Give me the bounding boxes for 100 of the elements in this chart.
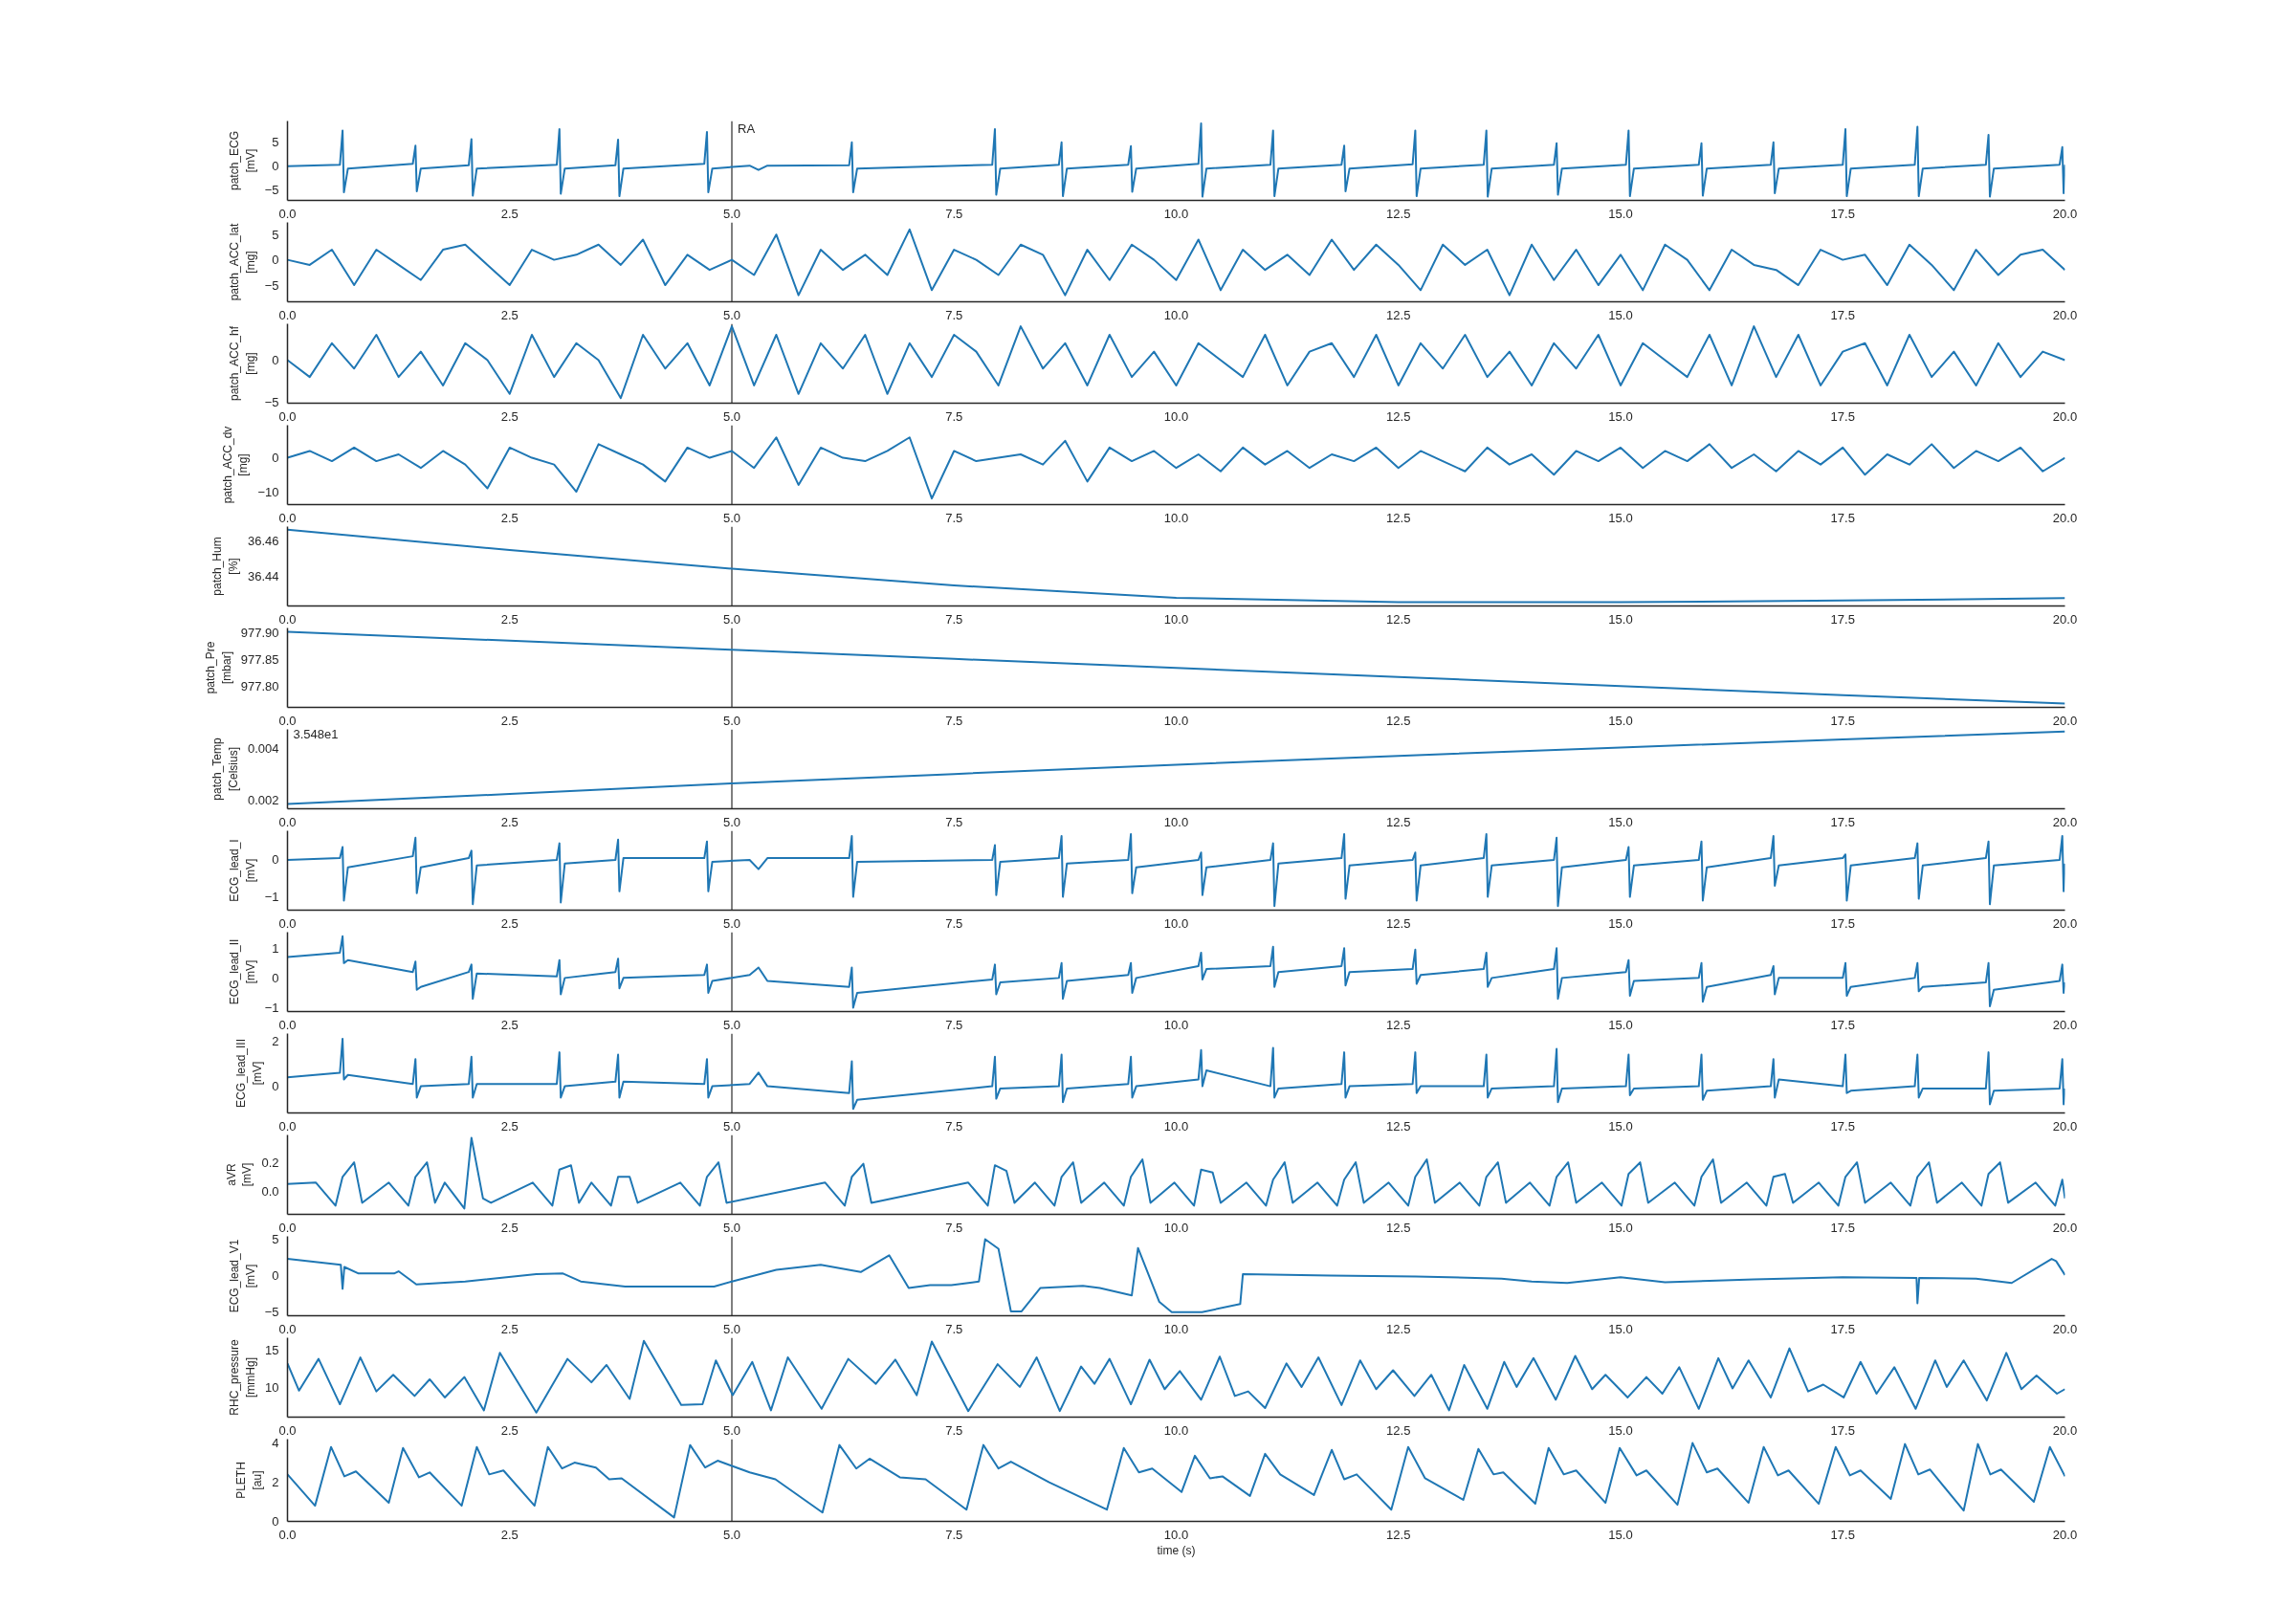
x-tick-label: 15.0 <box>1608 611 1633 627</box>
x-tick-label: 15.0 <box>1608 713 1633 728</box>
y-tick-label: 5 <box>272 1232 279 1247</box>
x-tick-label: 7.5 <box>945 1118 963 1134</box>
y-tick-label: −5 <box>264 277 279 293</box>
annotation: 3.548e1 <box>293 726 339 741</box>
x-tick-label: 10.0 <box>1163 1321 1189 1336</box>
x-tick-label: 20.0 <box>2052 307 2078 322</box>
x-tick-label: 20.0 <box>2052 1422 2078 1438</box>
x-tick-label: 2.5 <box>500 206 519 221</box>
x-tick-label: 7.5 <box>945 408 963 424</box>
x-tick-label: 7.5 <box>945 915 963 931</box>
x-tick-label: 15.0 <box>1608 915 1633 931</box>
x-tick-label: 12.5 <box>1386 1017 1411 1032</box>
x-tick-label: 5.0 <box>722 814 741 829</box>
x-tick-label: 5.0 <box>722 611 741 627</box>
x-tick-label: 10.0 <box>1163 510 1189 525</box>
x-tick-label: 15.0 <box>1608 1422 1633 1438</box>
y-tick-label: 0.2 <box>261 1155 279 1170</box>
x-tick-label: 17.5 <box>1830 206 1855 221</box>
y-tick-label: −1 <box>264 1000 279 1015</box>
x-tick-label: 20.0 <box>2052 510 2078 525</box>
y-tick-label: −5 <box>264 183 279 198</box>
y-axis-title: patch_Pre [mbar] <box>203 641 233 694</box>
y-tick-label: −1 <box>264 890 279 905</box>
x-tick-label: 7.5 <box>945 814 963 829</box>
x-tick-label: 5.0 <box>722 915 741 931</box>
x-tick-label: 10.0 <box>1163 1527 1189 1542</box>
x-tick-label: 7.5 <box>945 206 963 221</box>
x-tick-label: 17.5 <box>1830 1527 1855 1542</box>
x-tick-label: 7.5 <box>945 1321 963 1336</box>
x-tick-label: 12.5 <box>1386 1321 1411 1336</box>
x-tick-label: 12.5 <box>1386 1527 1411 1542</box>
y-axis-title: patch_ACC_hf [mg] <box>227 325 257 402</box>
y-tick-label: −10 <box>257 484 279 499</box>
x-tick-label: 20.0 <box>2052 814 2078 829</box>
y-axis-title: ECG_lead_I [mV] <box>227 839 257 902</box>
y-tick-label: 10 <box>265 1380 279 1396</box>
y-axis-title: ECG_lead_III [mV] <box>234 1038 265 1109</box>
x-tick-label: 12.5 <box>1386 713 1411 728</box>
y-axis-title: patch_ECG [mV] <box>227 130 257 191</box>
x-tick-label: 12.5 <box>1386 408 1411 424</box>
y-tick-label: 1 <box>272 940 279 956</box>
x-tick-label: 10.0 <box>1163 611 1189 627</box>
y-tick-label: 0 <box>272 970 279 985</box>
x-tick-label: 20.0 <box>2052 1017 2078 1032</box>
y-tick-label: 977.85 <box>240 651 279 667</box>
x-tick-label: 5.0 <box>722 510 741 525</box>
x-tick-label: 2.5 <box>500 408 519 424</box>
x-tick-label: 2.5 <box>500 1321 519 1336</box>
x-tick-label: 20.0 <box>2052 611 2078 627</box>
x-tick-label: 20.0 <box>2052 1220 2078 1235</box>
y-tick-label: 0 <box>272 253 279 268</box>
x-tick-label: 7.5 <box>945 1527 963 1542</box>
x-tick-label: 20.0 <box>2052 713 2078 728</box>
y-axis-title: patch_ACC_dv [mg] <box>220 426 251 504</box>
x-tick-label: 5.0 <box>722 1527 741 1542</box>
y-tick-label: 2 <box>272 1475 279 1490</box>
x-tick-label: 17.5 <box>1830 1422 1855 1438</box>
x-tick-label: 15.0 <box>1608 814 1633 829</box>
x-tick-label: 12.5 <box>1386 1422 1411 1438</box>
ref-line-label: RA <box>738 121 756 136</box>
y-axis-title: ECG_lead_V1 [mV] <box>227 1239 257 1313</box>
x-tick-label: 20.0 <box>2052 915 2078 931</box>
x-tick-label: 17.5 <box>1830 1118 1855 1134</box>
x-tick-label: 5.0 <box>722 713 741 728</box>
x-axis-title: time (s) <box>1157 1543 1196 1557</box>
y-tick-label: 0.0 <box>261 1183 279 1199</box>
x-tick-label: 2.5 <box>500 1220 519 1235</box>
x-tick-label: 2.5 <box>500 1118 519 1134</box>
x-tick-label: 7.5 <box>945 307 963 322</box>
x-tick-label: 15.0 <box>1608 1321 1633 1336</box>
y-axis-title: patch_Temp [Celsius] <box>210 737 240 801</box>
y-tick-label: 0 <box>272 159 279 174</box>
x-tick-label: 2.5 <box>500 307 519 322</box>
x-tick-label: 2.5 <box>500 713 519 728</box>
x-tick-label: 17.5 <box>1830 713 1855 728</box>
x-tick-label: 17.5 <box>1830 307 1855 322</box>
x-tick-label: 10.0 <box>1163 713 1189 728</box>
y-tick-label: 4 <box>272 1436 279 1451</box>
x-tick-label: 20.0 <box>2052 408 2078 424</box>
x-tick-label: 2.5 <box>500 915 519 931</box>
x-tick-label: 12.5 <box>1386 510 1411 525</box>
x-tick-label: 15.0 <box>1608 1017 1633 1032</box>
y-tick-label: 36.46 <box>247 534 279 549</box>
y-tick-label: 2 <box>272 1033 279 1048</box>
y-tick-label: 0 <box>272 1514 279 1529</box>
x-tick-label: 17.5 <box>1830 915 1855 931</box>
x-tick-label: 2.5 <box>500 1017 519 1032</box>
y-tick-label: 977.80 <box>240 678 279 693</box>
x-tick-label: 5.0 <box>722 1017 741 1032</box>
y-axis-title: ECG_lead_II [mV] <box>227 938 257 1005</box>
x-tick-label: 10.0 <box>1163 1118 1189 1134</box>
x-tick-label: 20.0 <box>2052 1118 2078 1134</box>
x-tick-label: 5.0 <box>722 206 741 221</box>
x-tick-label: 5.0 <box>722 1118 741 1134</box>
x-tick-label: 2.5 <box>500 611 519 627</box>
y-tick-label: 36.44 <box>247 569 279 584</box>
y-tick-label: 0.002 <box>247 793 279 808</box>
y-axis-title: patch_Hum [%] <box>210 537 240 596</box>
